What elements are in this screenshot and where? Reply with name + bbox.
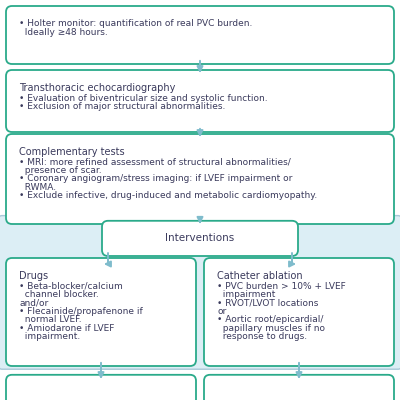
- Text: or: or: [217, 307, 226, 316]
- Text: channel blocker.: channel blocker.: [19, 290, 99, 299]
- Text: response to drugs.: response to drugs.: [217, 332, 307, 341]
- Text: presence of scar.: presence of scar.: [19, 166, 102, 175]
- Text: • Amiodarone if LVEF: • Amiodarone if LVEF: [19, 324, 114, 333]
- Text: • Aortic root/epicardial/: • Aortic root/epicardial/: [217, 315, 324, 324]
- Text: impairment: impairment: [217, 290, 276, 299]
- FancyBboxPatch shape: [0, 216, 400, 369]
- Text: • Flecainide/propafenone if: • Flecainide/propafenone if: [19, 307, 143, 316]
- Text: Complementary tests: Complementary tests: [19, 147, 125, 157]
- Text: • Evaluation of biventricular size and systolic function.: • Evaluation of biventricular size and s…: [19, 94, 268, 103]
- Text: Catheter ablation: Catheter ablation: [217, 271, 303, 281]
- FancyBboxPatch shape: [6, 258, 196, 366]
- FancyBboxPatch shape: [204, 258, 394, 366]
- Text: normal LVEF.: normal LVEF.: [19, 315, 82, 324]
- Text: Transthoracic echocardiography: Transthoracic echocardiography: [19, 83, 176, 93]
- Text: impairment.: impairment.: [19, 332, 80, 341]
- Text: • Coronary angiogram/stress imaging: if LVEF impairment or: • Coronary angiogram/stress imaging: if …: [19, 174, 292, 183]
- Text: • Beta-blocker/calcium: • Beta-blocker/calcium: [19, 282, 123, 290]
- FancyBboxPatch shape: [102, 221, 298, 256]
- Text: RWMA.: RWMA.: [19, 183, 56, 192]
- Text: • RVOT/LVOT locations: • RVOT/LVOT locations: [217, 298, 318, 308]
- FancyBboxPatch shape: [6, 70, 394, 132]
- Text: • MRI: more refined assessment of structural abnormalities/: • MRI: more refined assessment of struct…: [19, 158, 291, 166]
- Text: • Exclusion of major structural abnormalities.: • Exclusion of major structural abnormal…: [19, 102, 226, 111]
- Text: and/or: and/or: [19, 298, 48, 308]
- Text: • PVC burden > 10% + LVEF: • PVC burden > 10% + LVEF: [217, 282, 346, 290]
- Text: Interventions: Interventions: [165, 233, 235, 243]
- Text: Drugs: Drugs: [19, 271, 48, 281]
- Text: • Holter monitor: quantification of real PVC burden.: • Holter monitor: quantification of real…: [19, 19, 252, 28]
- Text: • Exclude infective, drug-induced and metabolic cardiomyopathy.: • Exclude infective, drug-induced and me…: [19, 191, 318, 200]
- FancyBboxPatch shape: [6, 6, 394, 64]
- FancyBboxPatch shape: [6, 134, 394, 224]
- Text: papillary muscles if no: papillary muscles if no: [217, 324, 325, 333]
- FancyBboxPatch shape: [6, 375, 196, 400]
- FancyBboxPatch shape: [204, 375, 394, 400]
- Text: Ideally ≥48 hours.: Ideally ≥48 hours.: [19, 28, 108, 37]
